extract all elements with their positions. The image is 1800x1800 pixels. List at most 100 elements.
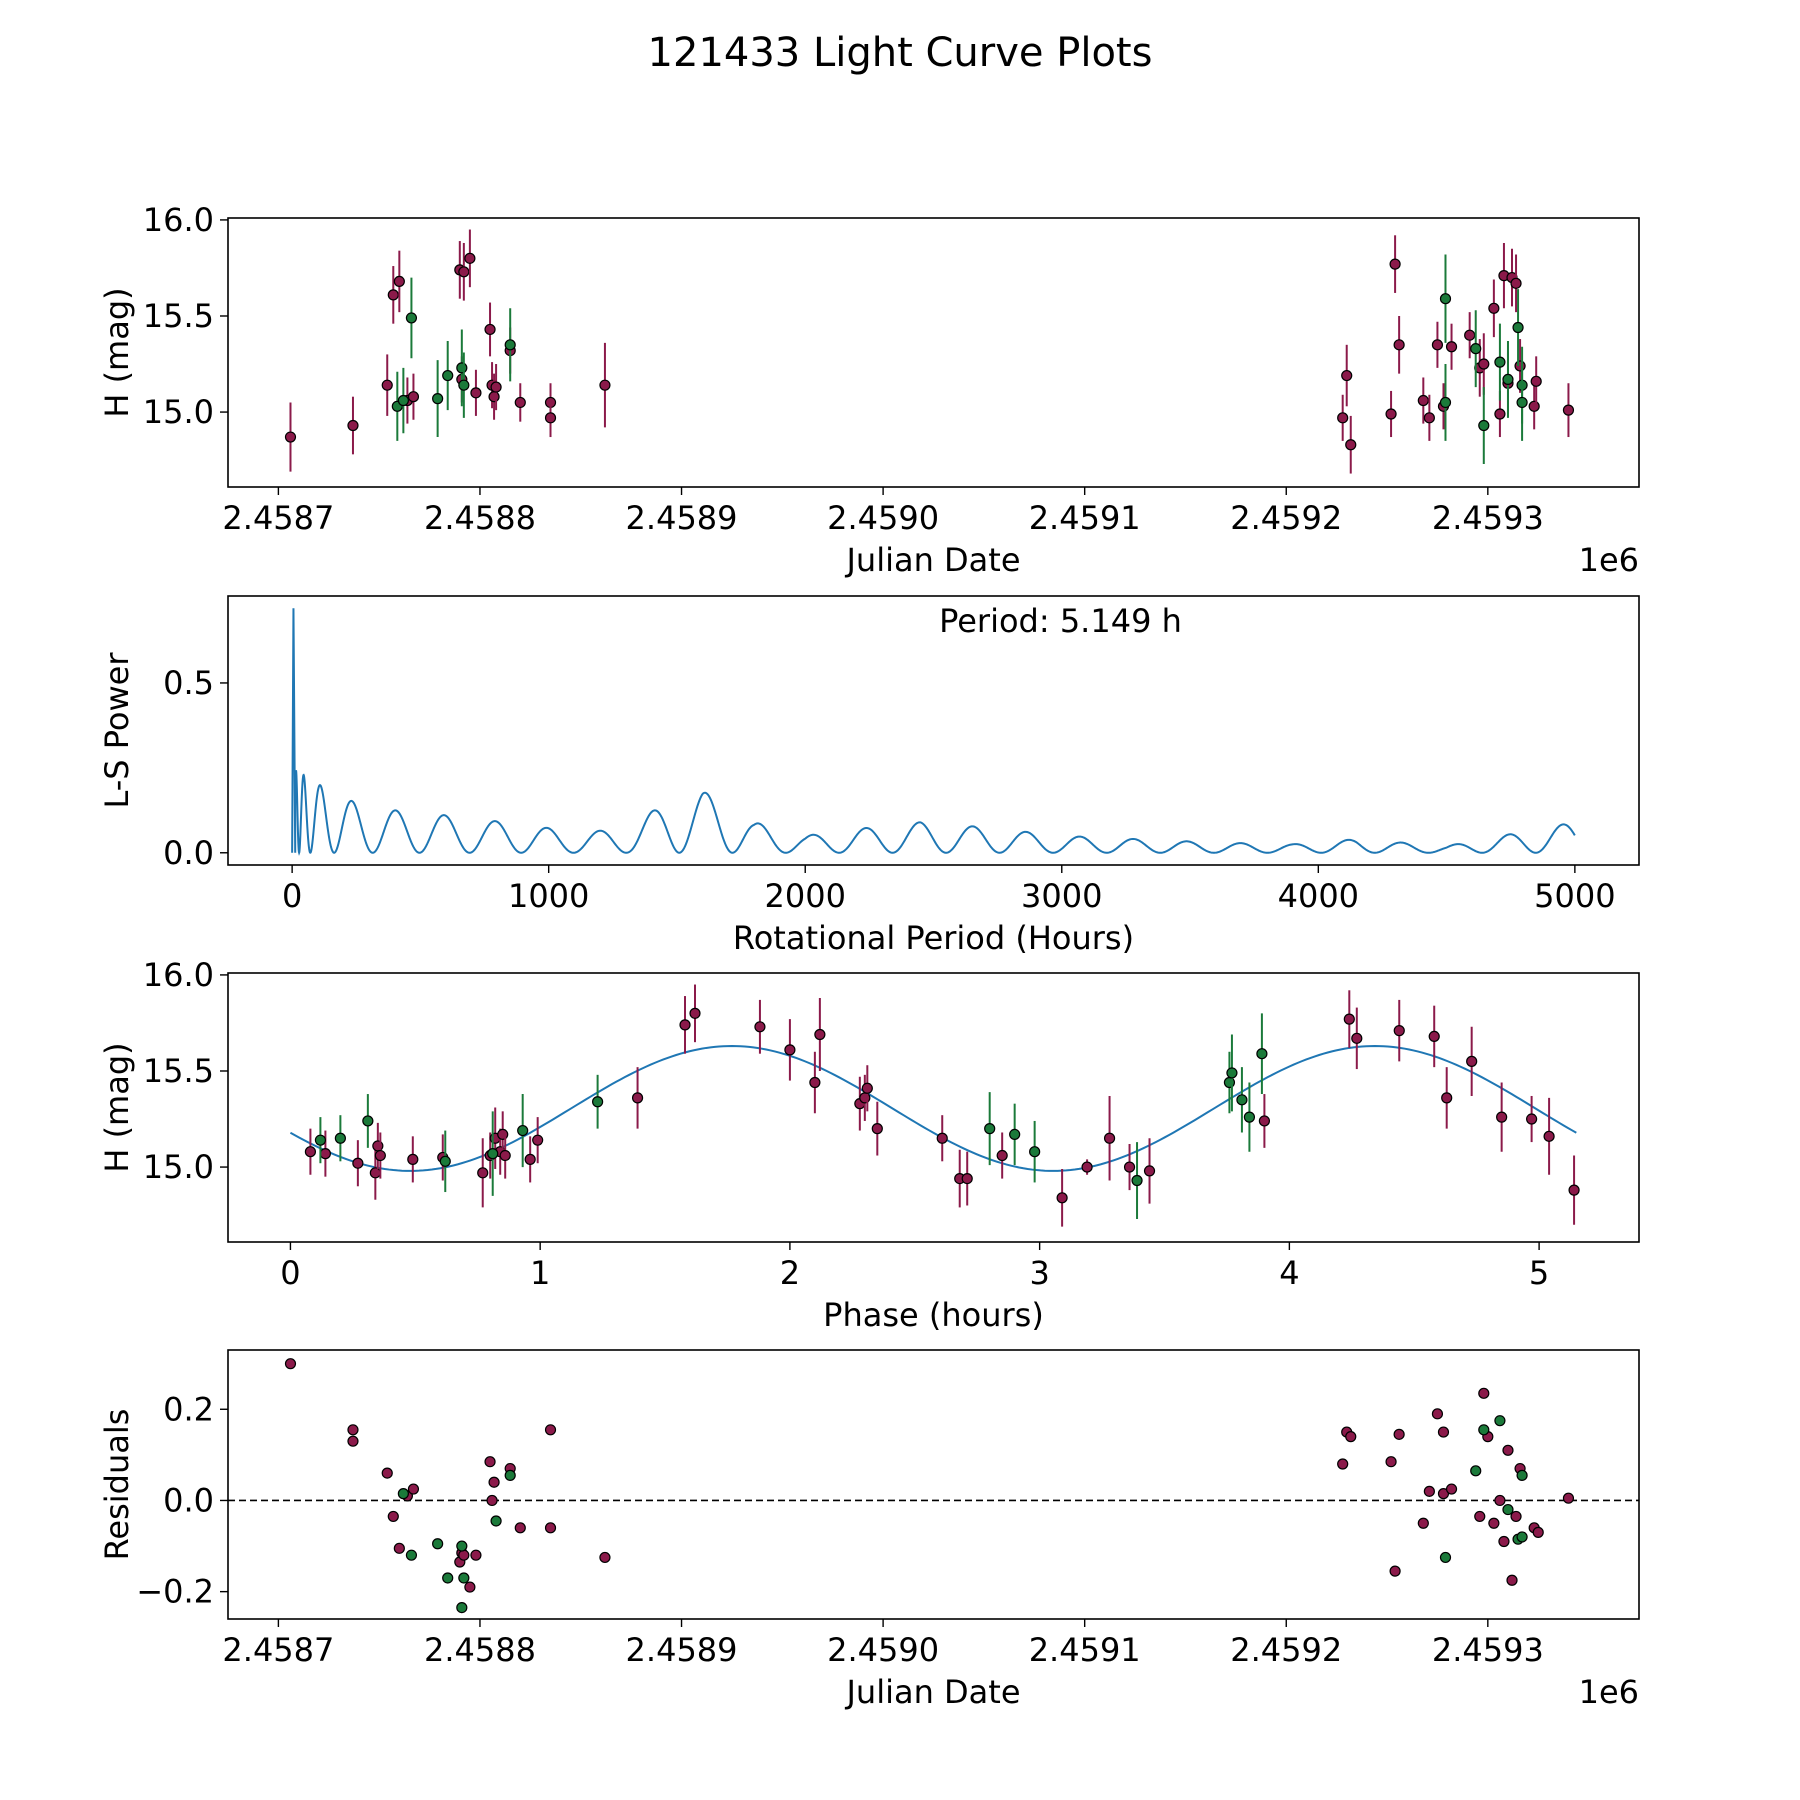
res-point-green: [1494, 1415, 1506, 1427]
res-point-green: [432, 1538, 444, 1550]
res-point-green: [458, 1572, 470, 1584]
lc-point-red: [1445, 341, 1458, 353]
phase-point-green: [1029, 1146, 1041, 1158]
res-ytick-label: −0.2: [136, 1573, 214, 1611]
ls-period-annotation: Period: 5.149 h: [939, 602, 1182, 640]
res-xtick-label: 2.4591: [1029, 1631, 1141, 1669]
res-point-red: [1510, 1510, 1522, 1523]
res-point-green: [1470, 1465, 1482, 1477]
phase-point-green: [334, 1132, 346, 1144]
phase-ylabel: H (mag): [98, 1042, 136, 1172]
panel-res: 2.4587 2.4588 2.4589 2.4590 2.4591 2.4592 2.45…: [98, 1349, 1640, 1711]
phase-point-red: [809, 1076, 821, 1089]
lc-point-green: [1516, 396, 1528, 409]
lc-xtick-label: 2.4591: [1029, 499, 1141, 537]
lc-point-red: [1345, 439, 1357, 451]
phase-point-red: [1543, 1130, 1555, 1142]
lc-point-green: [432, 393, 444, 405]
phase-point-green: [1223, 1076, 1236, 1089]
lc-point-red: [464, 252, 476, 264]
res-xtick-label: 2.4590: [827, 1631, 939, 1669]
res-point-red: [1345, 1431, 1357, 1443]
phase-point-red: [631, 1092, 644, 1104]
lc-xtick-label: 2.4587: [222, 499, 334, 537]
phase-xtick-label: 4: [1279, 1254, 1299, 1292]
res-ytick-label: 0.0: [163, 1481, 214, 1519]
res-xtick-label: 2.4589: [626, 1631, 738, 1669]
res-point-green: [1516, 1531, 1528, 1543]
phase-point-red: [996, 1149, 1008, 1162]
phase-point-red: [352, 1157, 364, 1169]
phase-point-green: [487, 1148, 499, 1160]
lc-point-green: [405, 312, 418, 324]
res-point-green: [456, 1540, 468, 1552]
res-point-red: [1532, 1526, 1544, 1538]
res-point-red: [1502, 1444, 1514, 1456]
ls-xtick-label: 4000: [1278, 877, 1359, 915]
res-point-green: [1478, 1424, 1490, 1436]
phase-point-green: [592, 1096, 604, 1108]
phase-point-red: [1393, 1025, 1405, 1037]
lc-point-red: [1562, 404, 1575, 416]
phase-point-red: [374, 1149, 386, 1162]
res-point-red: [544, 1522, 557, 1534]
phase-point-red: [784, 1044, 796, 1056]
ls-xtick-label: 0: [282, 877, 302, 915]
ls-axes-frame: [227, 595, 1640, 866]
lc-point-red: [470, 387, 482, 399]
lc-point-red: [347, 419, 359, 432]
phase-point-green: [1131, 1174, 1143, 1187]
lc-point-red: [544, 412, 557, 424]
lc-point-red: [1528, 400, 1540, 412]
phase-point-red: [524, 1153, 536, 1165]
lc-xtick-label: 2.4589: [626, 499, 738, 537]
phase-point-red: [871, 1123, 883, 1135]
lc-point-green: [1439, 396, 1452, 409]
lc-point-red: [1494, 408, 1506, 420]
lc-xtick-label: 2.4590: [827, 499, 939, 537]
lc-point-red: [1341, 369, 1353, 382]
lc-point-red: [1530, 375, 1542, 387]
phase-point-red: [1081, 1161, 1093, 1173]
res-point-green: [1516, 1469, 1528, 1481]
phase-point-red: [372, 1140, 384, 1152]
res-point-green: [1439, 1551, 1452, 1564]
lc-point-red: [1488, 302, 1500, 314]
phase-point-green: [517, 1124, 529, 1137]
phase-point-red: [477, 1167, 489, 1179]
res-point-red: [464, 1581, 476, 1593]
lc-point-red: [1423, 412, 1435, 424]
phase-point-green: [1009, 1128, 1021, 1141]
phase-point-green: [314, 1134, 327, 1146]
lc-point-red: [387, 289, 399, 301]
lc-point-red: [1393, 339, 1405, 351]
res-point-red: [347, 1424, 359, 1436]
lc-ytick-label: 15.5: [143, 297, 214, 335]
phase-point-green: [439, 1155, 451, 1167]
lc-point-green: [1494, 356, 1506, 368]
lc-point-red: [1431, 339, 1444, 351]
res-point-red: [1423, 1485, 1435, 1497]
res-point-red: [1445, 1483, 1458, 1495]
res-point-red: [1417, 1517, 1429, 1529]
phase-point-red: [497, 1128, 509, 1141]
phase-point-red: [1143, 1165, 1156, 1177]
lc-point-red: [458, 266, 470, 278]
res-ytick-label: 0.2: [163, 1390, 214, 1428]
res-point-red: [387, 1510, 399, 1523]
res-xtick-label: 2.4587: [222, 1631, 334, 1669]
lc-point-green: [1470, 343, 1482, 355]
lc-xtick-label: 2.4593: [1432, 499, 1544, 537]
lc-point-green: [456, 362, 468, 374]
lc-point-red: [381, 379, 393, 391]
res-point-red: [1562, 1492, 1575, 1504]
res-point-red: [1393, 1428, 1405, 1440]
res-point-green: [442, 1572, 454, 1584]
res-point-red: [1494, 1494, 1506, 1507]
res-point-red: [1478, 1387, 1490, 1399]
res-point-green: [405, 1549, 418, 1561]
phase-point-red: [1428, 1030, 1440, 1043]
res-point-red: [284, 1358, 297, 1370]
lc-point-red: [1514, 360, 1526, 372]
